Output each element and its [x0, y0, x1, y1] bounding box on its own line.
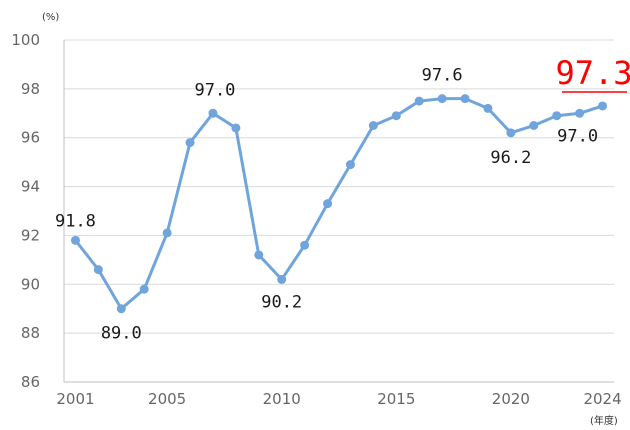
gridlines: [64, 39, 614, 334]
highlight-group: 97.3: [555, 54, 630, 93]
y-tick-label: 86: [21, 373, 40, 391]
y-tick-labels: 86 88 90 92 94 96 98 100: [11, 31, 40, 391]
data-label: 97.6: [422, 66, 463, 86]
data-point: [391, 111, 401, 121]
data-label: 96.2: [490, 148, 531, 168]
y-tick-label: 98: [21, 80, 40, 98]
data-point: [368, 121, 378, 130]
data-point: [323, 199, 333, 209]
x-tick-label: 2001: [56, 390, 94, 408]
x-tick-labels: 2001 2005 2010 2015 2020 2024: [56, 390, 621, 408]
data-point: [437, 94, 447, 104]
x-tick-label: 2024: [583, 390, 621, 408]
data-point: [93, 265, 103, 275]
data-point: [483, 103, 493, 113]
data-point: [552, 111, 562, 121]
y-tick-label: 100: [11, 31, 40, 49]
y-tick-label: 96: [21, 129, 40, 147]
data-label: 91.8: [55, 211, 96, 231]
data-point: [598, 101, 608, 111]
data-label: 89.0: [101, 324, 142, 344]
data-point: [231, 123, 241, 133]
data-points: [70, 94, 608, 314]
data-point: [529, 121, 539, 130]
data-label: 90.2: [261, 292, 302, 312]
x-tick-label: 2005: [148, 390, 186, 408]
data-point: [116, 304, 126, 314]
data-point: [139, 284, 149, 294]
data-point: [185, 138, 195, 148]
x-tick-label: 2010: [263, 390, 301, 408]
data-point: [254, 250, 264, 260]
data-point: [70, 235, 80, 245]
y-unit-label: (%): [42, 12, 59, 23]
data-point: [575, 108, 585, 118]
data-point: [277, 274, 287, 284]
data-point: [414, 96, 424, 106]
data-point: [345, 160, 355, 170]
x-tick-label: 2020: [492, 390, 530, 408]
highlight-label: 97.3: [555, 54, 630, 92]
data-labels: 91.8 89.0 97.0 90.2 97.6 96.2 97.0: [55, 66, 598, 344]
data-label: 97.0: [557, 126, 598, 146]
data-point: [460, 94, 470, 104]
data-point: [506, 128, 516, 138]
x-tick-label: 2015: [377, 390, 415, 408]
y-tick-label: 94: [21, 178, 40, 196]
y-tick-label: 90: [21, 275, 40, 293]
y-tick-label: 88: [21, 324, 40, 342]
data-point: [208, 108, 218, 118]
series-line: [74, 97, 603, 311]
data-point: [162, 228, 172, 238]
data-point: [300, 240, 310, 250]
x-unit-label: (年度): [590, 414, 618, 427]
y-tick-label: 92: [21, 226, 40, 244]
data-label: 97.0: [194, 80, 235, 100]
